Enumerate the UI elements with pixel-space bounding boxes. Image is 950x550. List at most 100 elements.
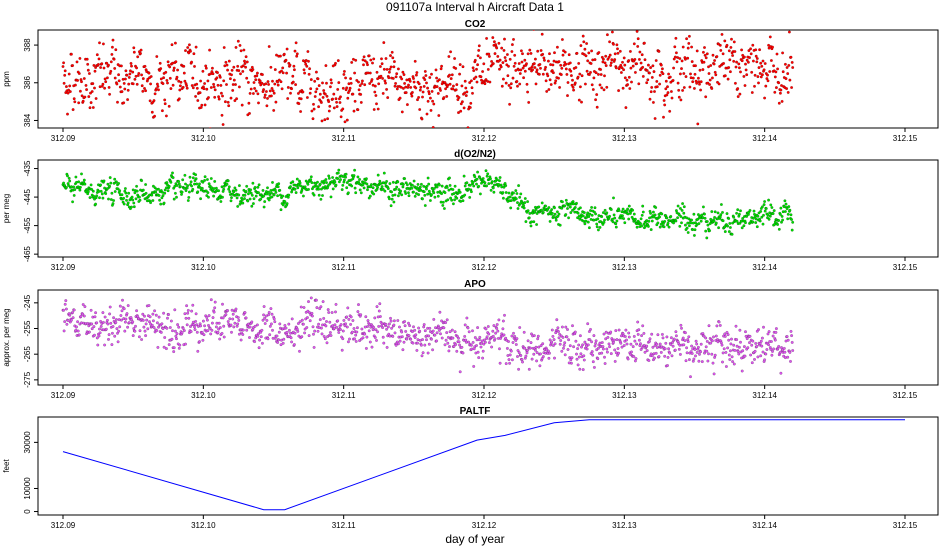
data-point (282, 337, 286, 341)
data-point (742, 55, 746, 59)
data-point (698, 68, 702, 72)
data-point (509, 349, 513, 353)
data-point (341, 129, 344, 132)
data-point (131, 334, 135, 338)
data-point (204, 189, 208, 193)
data-point (327, 311, 331, 314)
panel-title: APO (464, 279, 486, 290)
data-point (389, 316, 392, 320)
data-point (476, 350, 480, 354)
data-point (734, 324, 738, 328)
data-point (770, 353, 774, 357)
data-point (307, 59, 310, 63)
data-point (248, 325, 252, 329)
data-point (189, 330, 193, 334)
data-point (422, 323, 426, 326)
data-point (453, 184, 457, 188)
data-point (273, 82, 277, 86)
data-point (353, 186, 357, 190)
data-point (77, 333, 81, 337)
data-point (325, 320, 328, 323)
data-point (171, 329, 174, 333)
data-point (162, 311, 166, 315)
data-point (143, 64, 147, 68)
data-point (108, 305, 112, 309)
data-point (146, 77, 150, 81)
data-point (100, 192, 104, 196)
data-point (359, 313, 363, 317)
data-point (107, 337, 110, 341)
data-point (481, 177, 485, 180)
data-point (331, 324, 335, 328)
data-point (613, 58, 617, 62)
data-point (547, 206, 551, 209)
data-point (533, 57, 537, 61)
data-point (732, 215, 736, 219)
data-point (685, 226, 689, 230)
data-point (465, 90, 469, 94)
data-point (648, 337, 652, 341)
data-point (395, 72, 399, 76)
data-point (344, 76, 348, 80)
data-point (208, 127, 212, 128)
data-point (171, 171, 174, 175)
data-point (102, 179, 106, 183)
data-point (187, 190, 191, 194)
data-point (338, 101, 342, 104)
data-point (62, 329, 66, 333)
y-axis-label: per meg (2, 194, 11, 223)
data-point (559, 334, 563, 338)
data-point (446, 198, 450, 202)
data-point (98, 331, 102, 335)
data-point (725, 43, 729, 47)
data-point (283, 323, 287, 327)
data-point (248, 336, 251, 339)
data-point (396, 342, 400, 346)
data-point (632, 212, 636, 216)
data-point (74, 328, 78, 332)
data-point (587, 226, 591, 230)
data-point (727, 66, 731, 69)
data-point (154, 190, 158, 194)
data-point (395, 87, 399, 91)
x-tick-label: 312.11 (332, 391, 356, 400)
data-point (695, 350, 699, 354)
data-point (332, 326, 336, 330)
data-point (145, 318, 149, 322)
data-point (537, 345, 541, 349)
data-point (682, 205, 686, 209)
data-point (232, 325, 236, 329)
data-point (273, 68, 277, 72)
data-point (437, 328, 441, 332)
data-point (742, 74, 746, 78)
data-point (389, 65, 393, 69)
data-point (219, 91, 223, 95)
data-point (557, 212, 561, 216)
data-point (595, 222, 599, 226)
data-point (290, 87, 294, 91)
data-point (626, 357, 630, 361)
data-point (160, 196, 164, 200)
data-point (205, 318, 209, 322)
data-point (501, 319, 505, 323)
data-point (464, 94, 468, 98)
data-point (612, 338, 616, 342)
data-point (114, 48, 118, 52)
data-point (569, 361, 573, 365)
data-point (400, 77, 404, 81)
data-point (411, 341, 415, 345)
data-point (330, 311, 334, 314)
data-point (717, 226, 721, 230)
data-point (681, 336, 685, 340)
data-point (690, 60, 694, 64)
data-point (73, 100, 77, 104)
data-point (129, 61, 133, 65)
data-point (95, 336, 99, 340)
data-point (234, 307, 238, 311)
data-point (754, 217, 758, 221)
data-point (252, 81, 256, 84)
data-point (487, 341, 491, 345)
data-point (631, 345, 635, 349)
data-point (471, 329, 474, 333)
data-point (475, 80, 479, 84)
